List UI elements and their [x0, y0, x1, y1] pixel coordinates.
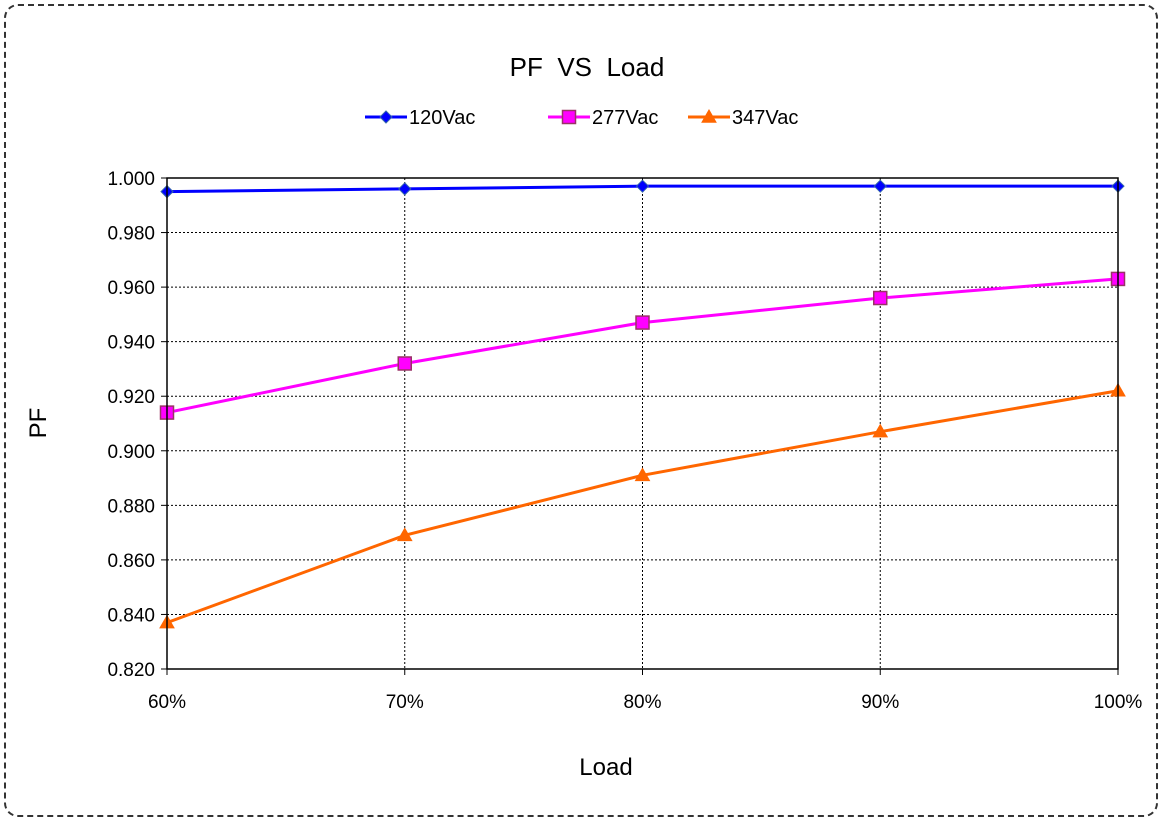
grid [167, 178, 1118, 669]
y-tick-label: 0.880 [107, 496, 155, 517]
legend-swatch-marker [379, 110, 393, 124]
legend-item-277Vac: 277Vac [548, 107, 658, 129]
data-point-marker [635, 179, 650, 193]
data-point-marker [634, 467, 651, 482]
y-tick-label: 0.840 [107, 605, 155, 626]
x-tick-label: 100% [1094, 692, 1143, 713]
x-tick-label: 60% [148, 692, 186, 713]
y-tick-label: 0.940 [107, 333, 155, 354]
legend-label: 120Vac [409, 107, 475, 129]
series-347Vac [159, 382, 1126, 629]
y-tick-label: 0.820 [107, 660, 155, 681]
data-point-marker [873, 290, 888, 306]
legend-label: 277Vac [592, 107, 658, 129]
y-tick-label: 0.900 [107, 442, 155, 463]
chart-frame [4, 4, 1158, 817]
y-tick-label: 0.980 [107, 224, 155, 245]
data-point-marker [397, 356, 412, 371]
chart-title: PF VS Load [510, 52, 665, 82]
data-point-marker [635, 315, 650, 330]
y-tick-label: 0.960 [107, 278, 155, 299]
legend-item-347Vac: 347Vac [688, 107, 798, 129]
data-point-marker [873, 179, 887, 193]
data-point-marker [872, 423, 889, 438]
x-tick-label: 80% [623, 692, 661, 713]
legend-swatch-marker [701, 108, 717, 123]
y-axis-title: PF [25, 408, 52, 439]
legend-item-120Vac: 120Vac [365, 107, 475, 129]
x-tick-label: 70% [386, 692, 424, 713]
legend: 120Vac 277Vac 347Vac [365, 107, 798, 129]
y-tick-label: 1.000 [107, 169, 155, 190]
x-tick-label: 90% [861, 692, 899, 713]
y-tick-label: 0.860 [107, 551, 155, 572]
data-point-marker [396, 527, 413, 542]
x-axis-title: Load [579, 754, 632, 781]
legend-swatch-marker [561, 109, 577, 125]
plot-area-border [166, 177, 1119, 670]
legend-label: 347Vac [732, 107, 798, 129]
x-axis-ticks: 60% 70% 80% 90% 100% [148, 669, 1142, 713]
y-tick-label: 0.920 [107, 387, 155, 408]
y-axis-ticks: 0.820 0.840 0.860 0.880 0.900 0.920 0.940 0.960… [107, 169, 167, 681]
data-point-marker [398, 182, 412, 196]
